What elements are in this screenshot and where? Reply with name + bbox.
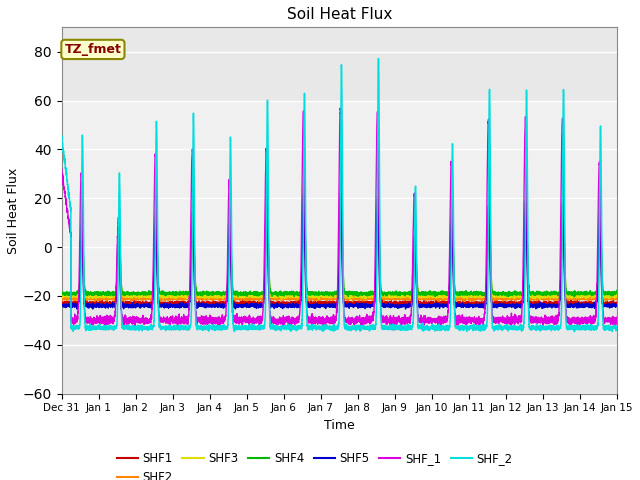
SHF1 (495, 299, 503, 305)
SHF2 (157, 295, 165, 301)
SHF1 (613, 300, 621, 305)
SHF2 (58, 296, 65, 301)
SHF_1 (58, 166, 65, 171)
SHF3 (495, 291, 503, 297)
SHF_2 (571, 329, 579, 335)
SHF1 (433, 300, 441, 305)
SHF1 (58, 299, 65, 304)
SHF5 (319, 303, 326, 309)
SHF_2 (612, 324, 620, 330)
SHF5 (613, 303, 621, 309)
SHF5 (495, 301, 503, 307)
SHF_1 (464, 319, 472, 324)
SHF_2 (157, 325, 165, 331)
SHF3 (613, 292, 621, 298)
SHF2 (613, 297, 621, 302)
SHF1 (319, 300, 326, 306)
SHF4 (58, 291, 65, 297)
Title: Soil Heat Flux: Soil Heat Flux (287, 7, 392, 22)
SHF1 (464, 299, 472, 305)
SHF2 (495, 296, 503, 302)
SHF5 (612, 304, 620, 310)
SHF3 (464, 293, 472, 299)
SHF_1 (319, 323, 326, 328)
Line: SHF3: SHF3 (61, 183, 617, 300)
SHF1 (612, 300, 620, 306)
SHF2 (433, 294, 441, 300)
SHF1 (157, 300, 165, 306)
SHF_2 (319, 324, 326, 329)
SHF4 (495, 290, 503, 296)
SHF_1 (285, 325, 292, 331)
SHF1 (337, 177, 344, 183)
SHF2 (612, 296, 620, 301)
SHF3 (612, 294, 620, 300)
SHF_2 (58, 134, 65, 140)
SHF3 (278, 297, 285, 302)
Line: SHF5: SHF5 (61, 193, 617, 309)
SHF4 (300, 181, 308, 187)
SHF_2 (464, 325, 472, 331)
Line: SHF1: SHF1 (61, 180, 617, 307)
SHF4 (319, 291, 326, 297)
Line: SHF2: SHF2 (61, 178, 617, 301)
SHF2 (300, 175, 308, 181)
SHF4 (613, 289, 621, 295)
Line: SHF_2: SHF_2 (61, 59, 617, 332)
Line: SHF4: SHF4 (61, 184, 617, 297)
SHF_1 (337, 105, 344, 111)
SHF2 (461, 299, 468, 304)
SHF_2 (495, 324, 503, 330)
SHF5 (433, 302, 441, 308)
SHF3 (157, 294, 165, 300)
SHF4 (612, 290, 620, 296)
SHF4 (464, 290, 472, 296)
SHF3 (433, 293, 441, 299)
SHF_2 (613, 327, 621, 333)
SHF5 (58, 303, 65, 309)
X-axis label: Time: Time (324, 419, 355, 432)
SHF5 (464, 303, 472, 309)
SHF_1 (433, 319, 441, 324)
SHF4 (570, 294, 578, 300)
SHF_1 (495, 318, 503, 324)
SHF5 (337, 190, 344, 196)
SHF3 (300, 180, 308, 186)
SHF_1 (612, 317, 620, 323)
SHF5 (73, 306, 81, 312)
Line: SHF_1: SHF_1 (61, 108, 617, 328)
SHF2 (319, 295, 326, 301)
SHF3 (319, 293, 326, 299)
Legend: SHF1, SHF2, SHF3, SHF4, SHF5, SHF_1, SHF_2: SHF1, SHF2, SHF3, SHF4, SHF5, SHF_1, SHF… (112, 447, 518, 480)
Text: TZ_fmet: TZ_fmet (65, 43, 122, 56)
Y-axis label: Soil Heat Flux: Soil Heat Flux (7, 168, 20, 253)
SHF1 (526, 304, 534, 310)
SHF_1 (157, 319, 165, 325)
SHF_2 (433, 327, 441, 333)
SHF_2 (374, 56, 382, 61)
SHF5 (157, 304, 165, 310)
SHF_1 (613, 314, 621, 320)
Bar (61, 100, 617, 296)
SHF4 (157, 291, 165, 297)
SHF3 (58, 294, 65, 300)
SHF2 (464, 295, 472, 300)
SHF4 (433, 291, 441, 297)
